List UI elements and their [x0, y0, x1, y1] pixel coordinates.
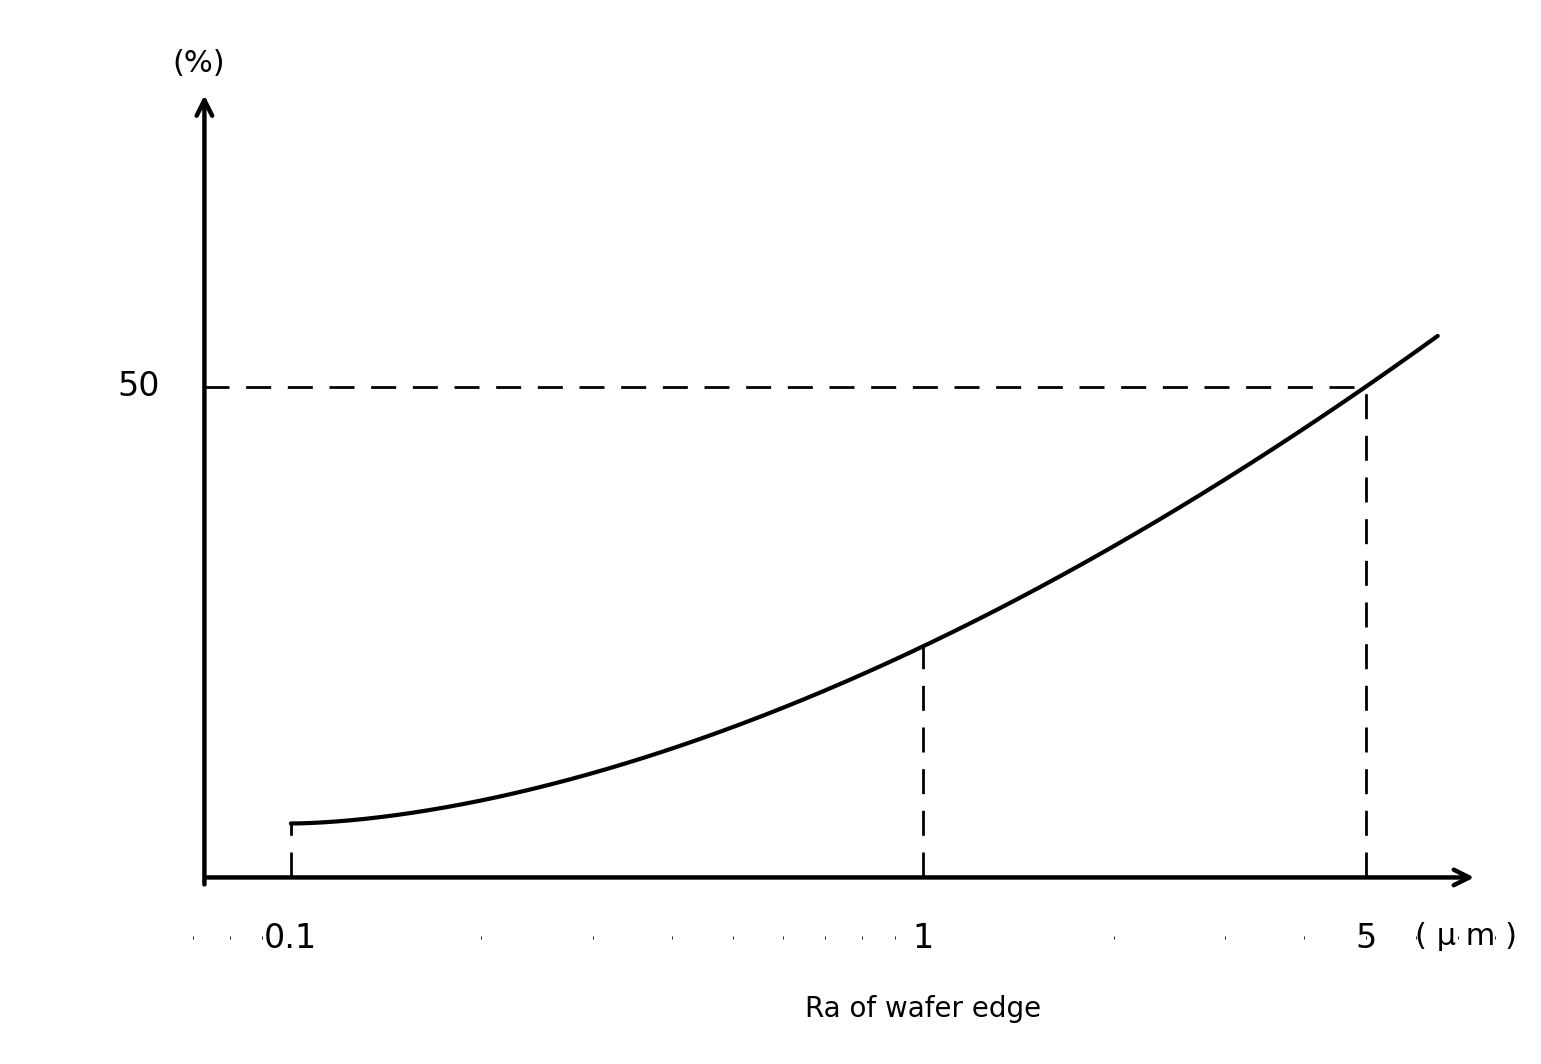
Text: 0.1: 0.1	[264, 921, 317, 954]
Text: 1: 1	[912, 921, 934, 954]
Text: Ra of wafer edge: Ra of wafer edge	[806, 995, 1042, 1024]
Text: 50: 50	[117, 370, 160, 403]
Text: (%): (%)	[173, 49, 225, 78]
Text: ( μ m ): ( μ m )	[1415, 921, 1516, 950]
Text: 5: 5	[1355, 921, 1376, 954]
